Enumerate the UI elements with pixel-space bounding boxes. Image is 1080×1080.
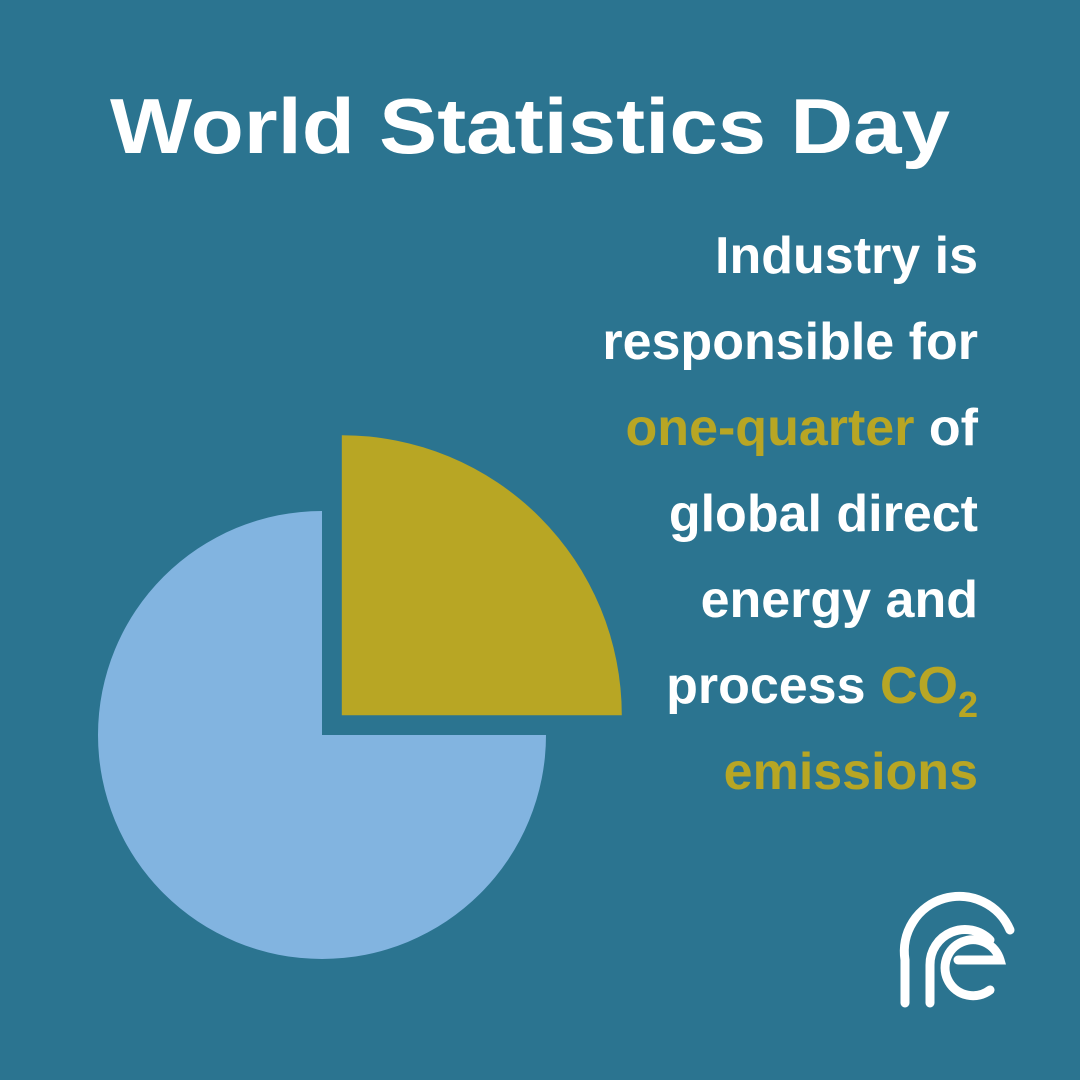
- annotation-text: process: [666, 657, 880, 715]
- annotation-text: 2: [958, 684, 978, 725]
- pie-chart: [98, 435, 622, 959]
- pie-slice: [98, 511, 546, 959]
- logo-arc: [899, 891, 1015, 1008]
- annotation-text: energy and: [701, 571, 978, 629]
- logo-arc: [925, 925, 995, 1008]
- annotation-text: Industry is: [715, 227, 978, 285]
- annotation-text: CO: [880, 657, 958, 715]
- annotation-text: of: [914, 399, 978, 457]
- annotation-text: responsible for: [602, 313, 978, 371]
- pie-slice: [341, 435, 622, 716]
- annotation-text: emissions: [724, 743, 978, 801]
- annotation: Industry is responsible for one-quarter of…: [602, 227, 978, 801]
- annotation-text: global direct: [669, 485, 978, 543]
- annotation-text: one-quarter: [626, 399, 915, 457]
- title: World Statistics Day: [110, 82, 950, 170]
- logo-arc: [940, 935, 1006, 1001]
- logo: [899, 891, 1015, 1008]
